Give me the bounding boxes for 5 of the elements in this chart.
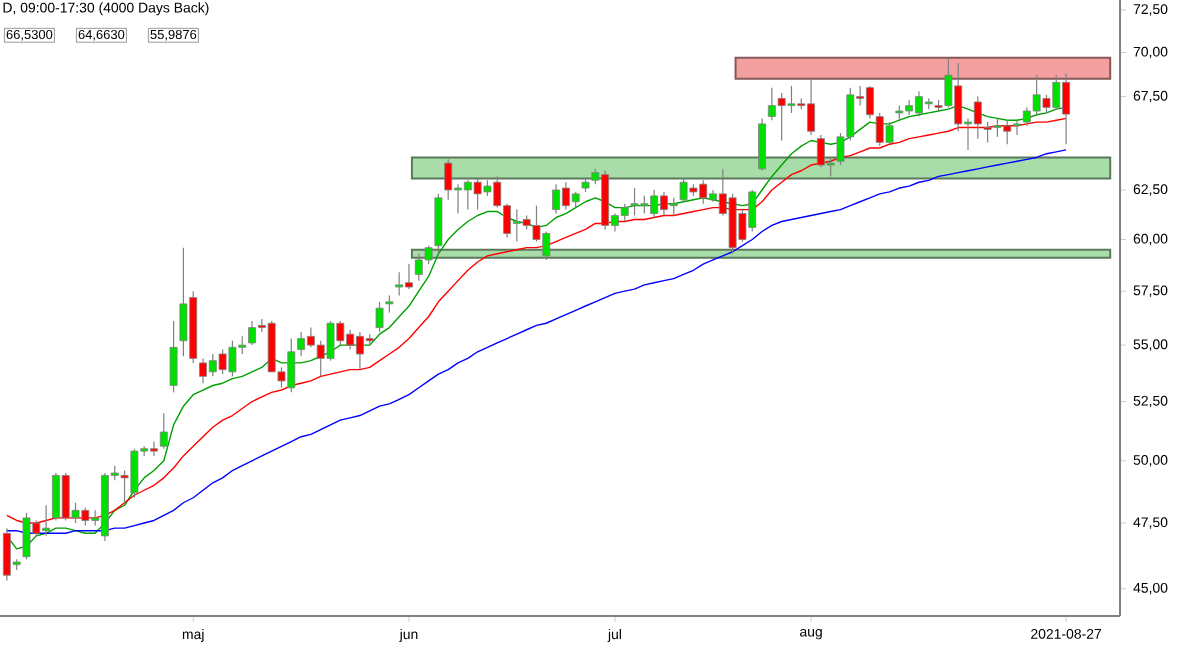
candlestick <box>169 320 178 393</box>
candlestick <box>434 193 443 255</box>
candlestick <box>375 301 384 333</box>
candlestick <box>159 412 168 450</box>
candlestick <box>758 117 766 172</box>
